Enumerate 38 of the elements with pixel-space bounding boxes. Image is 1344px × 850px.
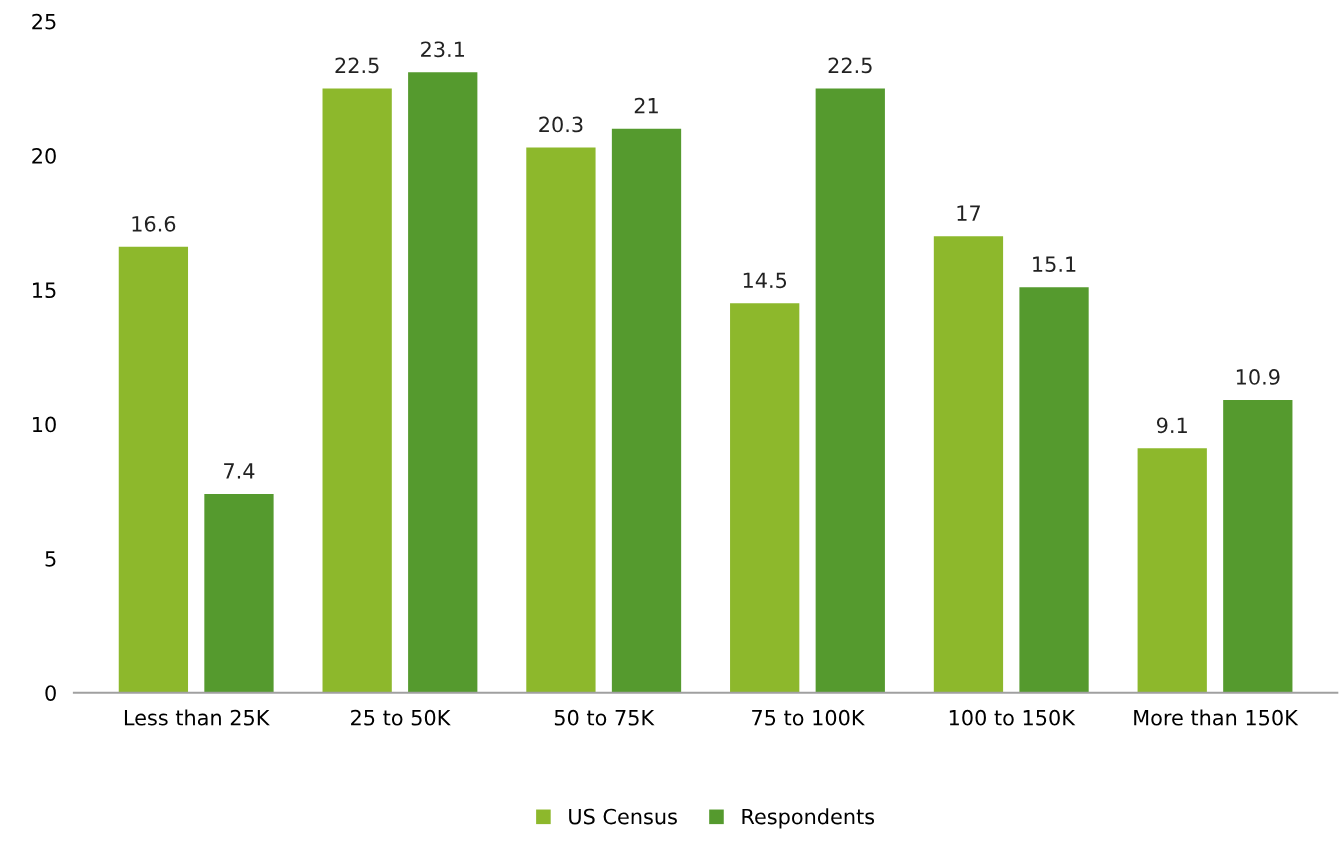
data-label: 7.4 — [224, 463, 255, 479]
bar — [204, 493, 274, 693]
data-label: 15.1 — [1033, 256, 1076, 273]
data-label: 9.1 — [1156, 417, 1187, 434]
data-label: 22.5 — [335, 57, 379, 74]
bar — [1223, 399, 1293, 693]
data-label: 20.3 — [539, 116, 583, 133]
x-tick-label: 25 to 50K — [351, 709, 451, 726]
data-label: 10.9 — [1236, 369, 1280, 385]
y-tick-label: 10 — [33, 416, 56, 433]
bar — [526, 147, 596, 693]
y-tick-label: 5 — [45, 551, 56, 567]
x-tick-label: 75 to 100K — [752, 709, 865, 726]
legend-label: US Census — [569, 808, 677, 825]
x-tick-label: Less than 25K — [124, 709, 270, 726]
y-tick-label: 20 — [32, 148, 56, 164]
data-label: 21 — [634, 97, 658, 114]
bar — [1137, 448, 1207, 693]
bar — [1019, 287, 1089, 693]
y-tick-label: 0 — [45, 685, 56, 701]
data-label: 16.6 — [132, 215, 176, 232]
data-label: 14.5 — [743, 272, 787, 289]
data-label: 22.5 — [828, 57, 872, 74]
data-label: 17 — [957, 205, 980, 221]
x-tick-label: 100 to 150K — [949, 709, 1076, 726]
bar — [815, 88, 885, 693]
bar — [322, 88, 392, 693]
data-label: 23.1 — [421, 41, 465, 58]
y-tick-label: 25 — [32, 13, 56, 30]
y-tick-label: 15 — [33, 282, 56, 299]
bar — [730, 303, 800, 693]
bar — [118, 246, 189, 693]
x-tick-label: 50 to 75K — [554, 709, 655, 726]
bar — [611, 128, 682, 693]
x-tick-label: More than 150K — [1134, 709, 1299, 726]
legend-label: Respondents — [742, 808, 875, 829]
bar — [933, 236, 1004, 693]
bar — [408, 72, 478, 693]
